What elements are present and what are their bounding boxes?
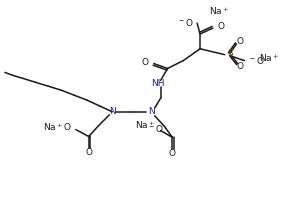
Text: Na$^+$O: Na$^+$O: [43, 122, 72, 134]
Text: O: O: [142, 58, 149, 67]
Text: NH: NH: [151, 79, 164, 88]
Text: N: N: [109, 107, 116, 116]
Text: O: O: [85, 148, 92, 157]
Text: Na$^+$: Na$^+$: [209, 5, 229, 17]
Text: S: S: [228, 49, 233, 58]
Text: O: O: [169, 149, 176, 158]
Text: Na$^+$: Na$^+$: [259, 53, 279, 64]
Text: $^-$O: $^-$O: [177, 17, 193, 28]
Text: Na$^+$: Na$^+$: [135, 120, 155, 132]
Text: O: O: [218, 22, 225, 31]
Text: O: O: [236, 62, 243, 71]
Text: O: O: [236, 37, 243, 46]
Text: N: N: [148, 107, 155, 116]
Text: $^-$O: $^-$O: [248, 55, 265, 66]
Text: $^-$O: $^-$O: [147, 123, 164, 134]
